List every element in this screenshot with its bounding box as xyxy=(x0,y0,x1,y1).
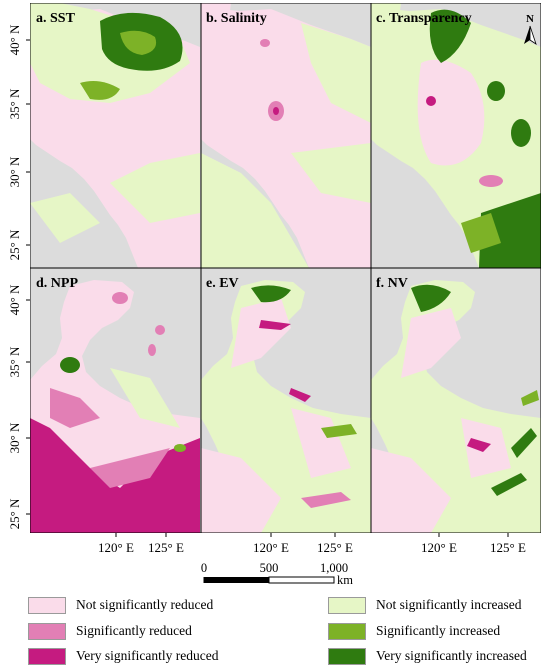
lat-tick-25-top: 25° N xyxy=(7,229,22,260)
latitude-axis xyxy=(26,39,30,515)
north-label: N xyxy=(526,13,534,25)
legend-item-very-sig-reduced: Very significantly reduced xyxy=(28,646,218,666)
map-panel-salinity xyxy=(201,3,371,268)
longitude-axis xyxy=(115,533,509,537)
map-panel-nv xyxy=(371,268,541,533)
lat-tick-40-bottom: 40° N xyxy=(7,284,22,315)
panel-label-npp: d. NPP xyxy=(36,276,78,291)
legend-item-not-sig-reduced: Not significantly reduced xyxy=(28,595,213,615)
north-arrow-icon xyxy=(524,25,537,45)
map-figure: a. SST b. Salinity c. Transparency d. NP… xyxy=(7,3,541,587)
scale-tick-1000: 1,000 xyxy=(320,561,348,575)
lon-tick-125-b: 125° E xyxy=(317,540,353,555)
legend-item-sig-increased: Significantly increased xyxy=(328,621,500,641)
legend-swatch xyxy=(28,622,66,640)
legend: Not significantly reduced Significantly … xyxy=(0,590,550,671)
lat-tick-35-bottom: 35° N xyxy=(7,346,22,377)
panel-label-sst: a. SST xyxy=(36,11,76,26)
lat-tick-25-bottom: 25° N xyxy=(7,498,22,529)
legend-label: Significantly reduced xyxy=(76,623,192,638)
legend-swatch xyxy=(328,647,366,665)
map-panel-npp xyxy=(30,268,201,533)
legend-swatch xyxy=(28,596,66,614)
lon-tick-120-b: 120° E xyxy=(253,540,289,555)
panel-label-ev: e. EV xyxy=(206,276,239,291)
legend-label: Not significantly reduced xyxy=(76,597,214,612)
legend-label: Very significantly increased xyxy=(376,648,527,663)
scale-tick-500: 500 xyxy=(260,561,279,575)
legend-label: Very significantly reduced xyxy=(76,648,219,663)
panel-label-nv: f. NV xyxy=(376,276,408,291)
map-panel-transparency xyxy=(371,3,541,268)
lat-tick-40-top: 40° N xyxy=(7,24,22,55)
legend-item-sig-reduced: Significantly reduced xyxy=(28,621,192,641)
legend-label: Not significantly increased xyxy=(376,597,522,612)
map-panel-sst xyxy=(30,3,201,268)
legend-swatch xyxy=(328,622,366,640)
lat-tick-35-top: 35° N xyxy=(7,88,22,119)
legend-swatch xyxy=(328,596,366,614)
lon-tick-125-c: 125° E xyxy=(490,540,526,555)
lon-tick-125-a: 125° E xyxy=(148,540,184,555)
map-panel-ev xyxy=(201,268,371,533)
lon-tick-120-a: 120° E xyxy=(98,540,134,555)
legend-item-not-sig-increased: Not significantly increased xyxy=(328,595,521,615)
panel-label-transparency: c. Transparency xyxy=(376,11,472,26)
panel-label-salinity: b. Salinity xyxy=(206,11,267,26)
scale-unit: km xyxy=(337,573,353,587)
scale-tick-0: 0 xyxy=(201,561,207,575)
legend-label: Significantly increased xyxy=(376,623,501,638)
legend-item-very-sig-increased: Very significantly increased xyxy=(328,646,527,666)
lat-tick-30-bottom: 30° N xyxy=(7,422,22,453)
scale-bar xyxy=(203,576,335,584)
lon-tick-120-c: 120° E xyxy=(421,540,457,555)
legend-swatch xyxy=(28,647,66,665)
lat-tick-30-top: 30° N xyxy=(7,156,22,187)
